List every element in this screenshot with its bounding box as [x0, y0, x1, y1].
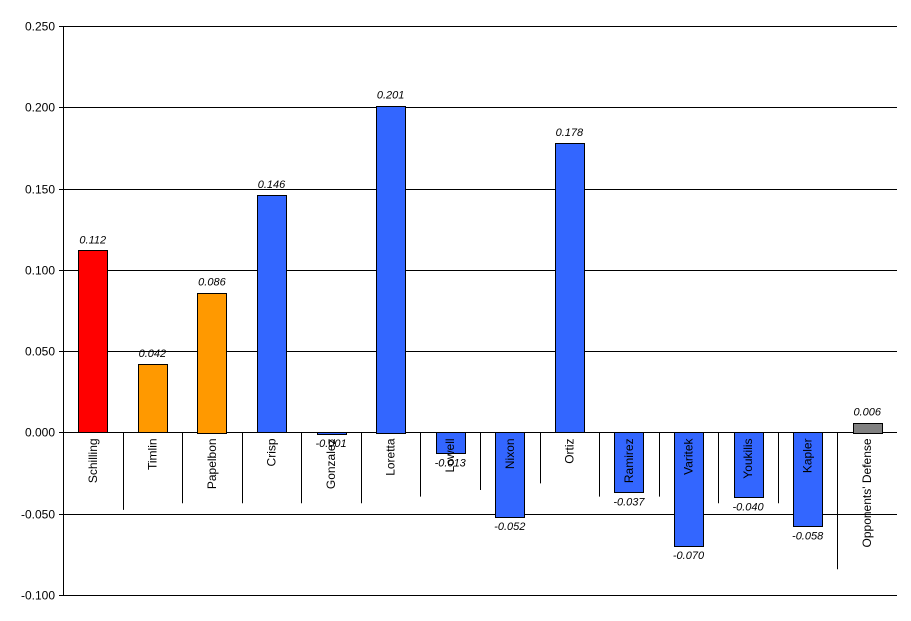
data-label: 0.042 [139, 348, 167, 360]
data-label: -0.058 [792, 531, 824, 543]
data-label: 0.086 [198, 277, 226, 289]
bar [257, 195, 287, 433]
bar [853, 423, 883, 434]
bars [78, 106, 883, 547]
data-label: -0.070 [673, 550, 705, 562]
bar [555, 143, 585, 433]
data-label: -0.013 [435, 458, 467, 470]
data-label: 0.178 [556, 127, 584, 139]
data-label: 0.006 [853, 407, 881, 419]
category-labels: Schilling Timlin Papelbon Crisp Gonzalez Lore… [86, 437, 874, 547]
category-label: Opponents' Defense [860, 438, 874, 547]
y-tick-label: 0.100 [25, 264, 55, 278]
data-label: 0.146 [258, 179, 286, 191]
category-label: Youkilis [741, 438, 755, 478]
y-axis: -0.100 -0.050 0.000 0.050 0.100 0.150 0.200 0.2… [21, 20, 64, 603]
y-tick-label: 0.200 [25, 101, 55, 115]
data-label: -0.040 [732, 501, 764, 513]
category-label: Ortiz [562, 438, 576, 463]
category-label: Ramirez [622, 438, 636, 483]
gridlines [63, 26, 897, 596]
category-label: Lowell [443, 438, 457, 472]
y-tick-label: 0.000 [25, 426, 55, 440]
y-tick-label: -0.100 [21, 589, 55, 603]
category-label: Loretta [384, 438, 398, 476]
data-label: -0.052 [494, 521, 525, 533]
bar [376, 106, 406, 434]
bar [317, 432, 347, 435]
bar [495, 432, 525, 518]
category-label: Schilling [86, 438, 100, 483]
data-label: -0.001 [315, 438, 346, 450]
bar [793, 432, 823, 527]
category-label: Crisp [265, 438, 279, 466]
category-label: Varitek [682, 437, 696, 474]
data-label: -0.037 [613, 497, 645, 509]
y-tick-label: 0.050 [25, 345, 55, 359]
data-labels: 0.112 0.042 0.086 0.146 -0.001 0.201 -0.013 -0.… [79, 90, 881, 563]
category-label: Nixon [503, 438, 517, 469]
category-label: Gonzalez [324, 438, 338, 489]
data-label: 0.201 [377, 90, 405, 102]
bar [436, 432, 466, 454]
bar [614, 432, 644, 493]
bar [197, 293, 227, 434]
category-label: Kapler [801, 438, 815, 473]
y-tick-label: 0.250 [25, 20, 55, 34]
bar [734, 432, 764, 498]
category-label: Papelbon [205, 438, 219, 489]
data-label: 0.112 [79, 234, 106, 246]
y-tick-label: -0.050 [21, 508, 55, 522]
y-tick-label: 0.150 [25, 183, 55, 197]
bar [138, 364, 168, 433]
bar [78, 250, 108, 433]
bar [674, 432, 704, 547]
category-dividers [63, 432, 897, 570]
category-label: Timlin [145, 438, 159, 470]
